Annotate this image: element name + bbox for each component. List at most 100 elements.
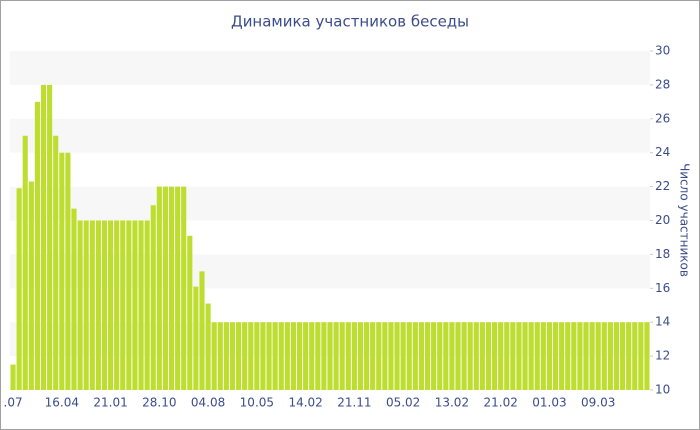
bar [498, 322, 504, 390]
bar [284, 322, 290, 390]
x-tick-label: 05.02 [386, 396, 420, 410]
bar [492, 322, 498, 390]
bar [53, 135, 59, 390]
y-tick-label: 12 [655, 349, 670, 363]
bar [71, 208, 77, 390]
bar [199, 271, 205, 390]
y-tick-label: 28 [655, 77, 670, 91]
bar [522, 322, 528, 390]
bar [296, 322, 303, 390]
bar [120, 220, 126, 390]
x-tick-label: 21.01 [93, 396, 127, 410]
bar [223, 322, 229, 390]
x-tick-label: 13.02 [435, 396, 469, 410]
chart-title: Динамика участников беседы [231, 13, 469, 31]
bar [370, 322, 376, 390]
bar [632, 322, 638, 390]
y-tick-label: 14 [655, 315, 670, 329]
bar [175, 186, 181, 390]
bar [40, 84, 47, 391]
bar [540, 322, 546, 390]
bar [449, 322, 455, 390]
bar [406, 322, 412, 390]
x-tick-label: 21.11 [337, 396, 371, 410]
bar [437, 322, 443, 390]
bar [351, 322, 357, 390]
y-tick-label: 20 [655, 213, 670, 227]
y-axis-label: Число участников [678, 163, 692, 277]
bar [467, 322, 473, 390]
y-tick-label: 18 [655, 247, 670, 261]
bar [22, 135, 28, 390]
bar [528, 322, 534, 390]
bar [126, 220, 132, 390]
x-tick-label: 01.03 [532, 396, 566, 410]
x-tick-label: 09.03 [581, 396, 615, 410]
bar [418, 322, 424, 390]
bar [626, 322, 632, 390]
bar [388, 322, 394, 390]
bar [248, 322, 254, 390]
bar [217, 322, 223, 390]
bar [303, 322, 309, 390]
bar [254, 322, 260, 390]
bar [644, 322, 650, 390]
bar [321, 322, 327, 390]
bar [260, 322, 266, 390]
bar [278, 322, 284, 390]
y-tick-label: 24 [655, 145, 670, 159]
y-tick-label: 22 [655, 179, 670, 193]
bar [424, 322, 431, 390]
bar [589, 322, 595, 390]
bar [229, 322, 236, 390]
bar [168, 186, 175, 390]
bar [638, 322, 644, 390]
bar [400, 322, 406, 390]
bar [34, 101, 40, 390]
bar [162, 186, 168, 390]
bar [339, 322, 345, 390]
bar [546, 322, 552, 390]
bar [272, 322, 278, 390]
bar [345, 322, 351, 390]
bar [461, 322, 467, 390]
bar [571, 322, 577, 390]
bar [394, 322, 400, 390]
bar [613, 322, 620, 390]
bar [552, 322, 559, 390]
x-tick-label: 21.02 [483, 396, 517, 410]
bar [595, 322, 601, 390]
bar [364, 322, 370, 390]
y-tick-label: 30 [655, 44, 670, 58]
bar [357, 322, 364, 390]
x-tick-label: 10.05 [240, 396, 274, 410]
y-tick-label: 10 [655, 383, 670, 397]
bar [156, 186, 162, 390]
grid-band [10, 51, 650, 85]
bar [485, 322, 492, 390]
bar [333, 322, 339, 390]
bar [144, 220, 150, 390]
bar [47, 84, 53, 391]
bar [382, 322, 388, 390]
bar [607, 322, 613, 390]
bar [181, 186, 187, 390]
bar [510, 322, 516, 390]
bar [77, 220, 83, 390]
bar [479, 322, 485, 390]
bar [114, 220, 120, 390]
bar [559, 322, 565, 390]
bar [132, 220, 138, 390]
bar [242, 322, 248, 390]
x-tick-label: .07 [4, 396, 23, 410]
bar [65, 152, 71, 390]
bar [211, 322, 217, 390]
bar [10, 364, 16, 390]
grid-band [10, 118, 650, 153]
bar [266, 322, 272, 390]
bar [108, 220, 114, 390]
bar [89, 220, 95, 390]
bar [431, 322, 437, 390]
x-tick-label: 28.10 [142, 396, 176, 410]
